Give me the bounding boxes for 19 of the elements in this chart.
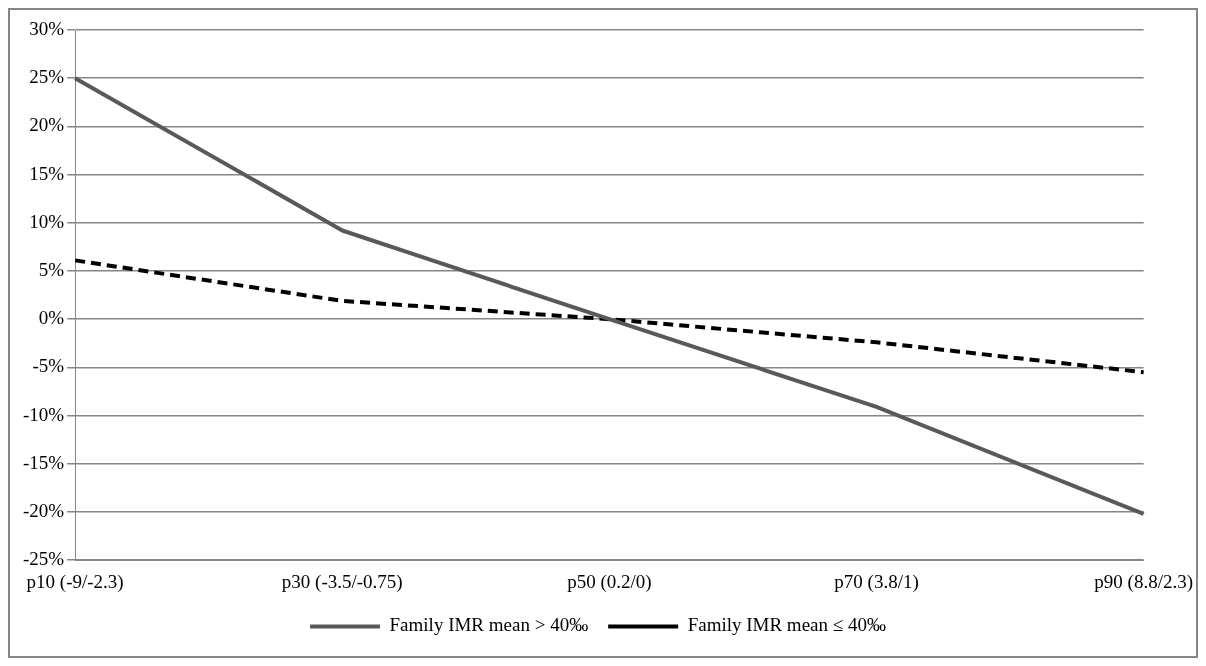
y-tick-label: 0%	[38, 307, 65, 329]
y-tick-label: -25%	[23, 548, 65, 570]
y-tick-label: -20%	[23, 499, 65, 521]
y-tick-label: 15%	[29, 162, 65, 184]
y-tick-label: 30%	[29, 17, 65, 39]
y-tick-label: -15%	[23, 451, 65, 473]
x-tick-label: p10 (-9/-2.3)	[26, 570, 124, 593]
x-tick-label: p70 (3.8/1)	[834, 570, 919, 593]
y-tick-label: 10%	[29, 210, 65, 232]
y-tick-label: -5%	[32, 355, 65, 377]
x-tick-label: p30 (-3.5/-0.75)	[281, 570, 403, 593]
y-tick-label: 5%	[38, 258, 65, 280]
y-tick-label: 25%	[29, 66, 65, 88]
y-tick-label: -10%	[23, 403, 65, 425]
x-tick-label: p50 (0.2/0)	[567, 570, 652, 593]
x-tick-label: p90 (8.8/2.3)	[1094, 570, 1193, 593]
legend-label: Family IMR mean ≤ 40‰	[687, 614, 886, 636]
y-tick-label: 20%	[29, 114, 65, 136]
legend-label: Family IMR mean > 40‰	[389, 614, 589, 636]
